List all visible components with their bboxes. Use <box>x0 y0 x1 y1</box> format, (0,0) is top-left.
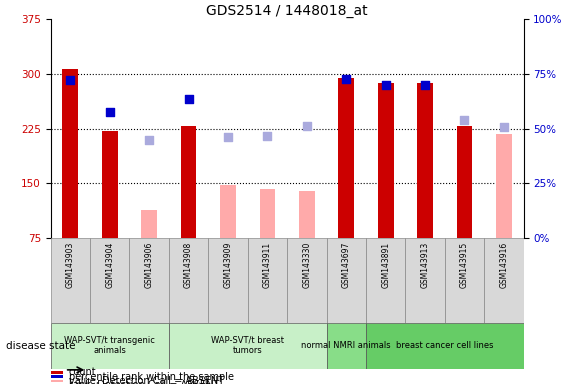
Point <box>381 82 390 88</box>
Bar <box>338 78 354 238</box>
Bar <box>220 185 236 238</box>
Point <box>66 78 75 84</box>
Text: GSM143911: GSM143911 <box>263 242 272 288</box>
Bar <box>90 238 129 323</box>
Bar <box>248 238 287 323</box>
Text: GSM143913: GSM143913 <box>421 242 430 288</box>
Point <box>421 82 430 88</box>
Text: WAP-SVT/t breast
tumors: WAP-SVT/t breast tumors <box>211 336 284 355</box>
Bar <box>51 371 63 374</box>
Point <box>302 123 311 129</box>
Bar <box>287 238 327 323</box>
Bar <box>169 323 327 369</box>
Bar <box>417 83 433 238</box>
Bar <box>169 238 208 323</box>
Bar <box>366 238 405 323</box>
Text: count: count <box>69 367 96 377</box>
Bar <box>129 238 169 323</box>
Bar <box>208 238 248 323</box>
Text: GSM143904: GSM143904 <box>105 242 114 288</box>
Bar <box>327 238 366 323</box>
Text: GSM143908: GSM143908 <box>184 242 193 288</box>
Text: GSM143330: GSM143330 <box>302 242 311 288</box>
Bar <box>51 323 169 369</box>
Text: percentile rank within the sample: percentile rank within the sample <box>69 372 234 382</box>
Text: GSM143697: GSM143697 <box>342 242 351 288</box>
Bar <box>51 379 63 382</box>
Bar <box>102 131 118 238</box>
Text: rank, Detection Call = ABSENT: rank, Detection Call = ABSENT <box>69 380 219 384</box>
Text: GSM143909: GSM143909 <box>224 242 233 288</box>
Text: breast cancer cell lines: breast cancer cell lines <box>396 341 494 350</box>
Point <box>224 134 233 141</box>
Bar <box>484 238 524 323</box>
Bar <box>378 83 394 238</box>
Bar <box>51 238 90 323</box>
Text: GSM143891: GSM143891 <box>381 242 390 288</box>
Bar <box>141 210 157 238</box>
Text: normal NMRI animals: normal NMRI animals <box>301 341 391 350</box>
Bar <box>496 134 512 238</box>
Text: WAP-SVT/t transgenic
animals: WAP-SVT/t transgenic animals <box>64 336 155 355</box>
Point <box>460 117 469 123</box>
Bar <box>181 126 196 238</box>
Text: GSM143903: GSM143903 <box>66 242 75 288</box>
Point <box>342 76 351 82</box>
Text: value, Detection Call = ABSENT: value, Detection Call = ABSENT <box>69 376 224 384</box>
Point <box>184 96 193 103</box>
Point <box>499 124 508 130</box>
Point <box>263 133 272 139</box>
Text: disease state: disease state <box>6 341 75 351</box>
Bar <box>366 323 524 369</box>
Bar <box>445 238 484 323</box>
Text: GSM143906: GSM143906 <box>145 242 154 288</box>
Bar <box>260 189 275 238</box>
Bar <box>405 238 445 323</box>
Bar <box>457 126 472 238</box>
Bar <box>62 69 78 238</box>
Bar <box>51 375 63 378</box>
Text: GSM143915: GSM143915 <box>460 242 469 288</box>
Bar <box>299 191 315 238</box>
Text: GSM143916: GSM143916 <box>499 242 508 288</box>
Bar <box>327 323 366 369</box>
Point <box>105 109 114 115</box>
Title: GDS2514 / 1448018_at: GDS2514 / 1448018_at <box>206 4 368 18</box>
Point <box>145 137 154 143</box>
